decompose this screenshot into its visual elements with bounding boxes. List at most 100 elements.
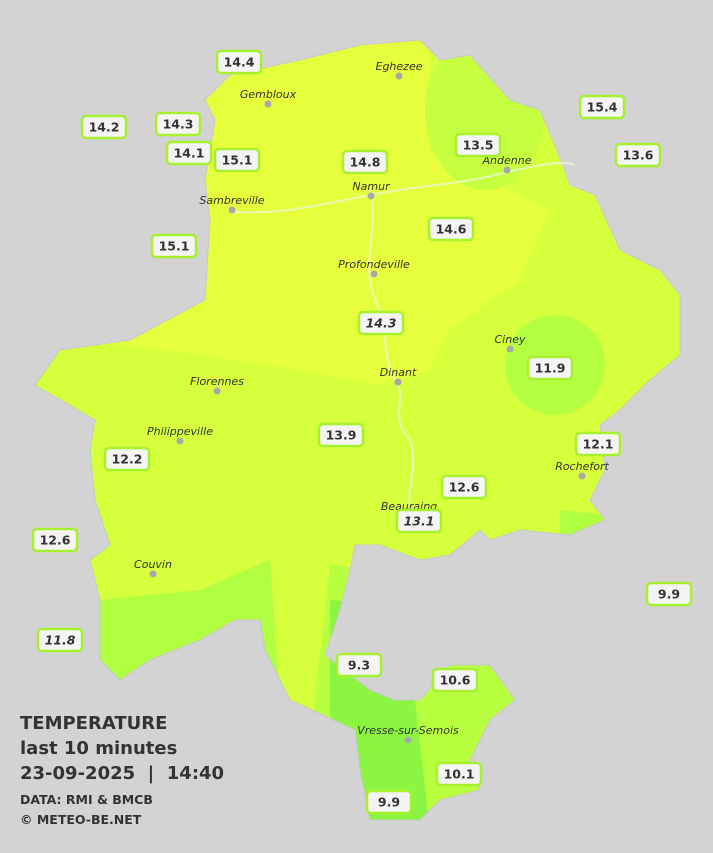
station: 12.1 [574,431,622,457]
station-box [526,355,574,381]
city-dot [213,387,221,395]
station-box [574,431,622,457]
city-name: Ciney [495,333,526,346]
station-box [165,140,213,166]
city-dot [404,736,412,744]
city-dot [370,270,378,278]
station: 12.2 [103,446,151,472]
station-box [435,761,483,787]
city-dot [506,345,514,353]
city-dot [228,206,236,214]
title-line: last 10 minutes [20,738,177,759]
station: 10.1 [435,761,483,787]
title-line: TEMPERATURE [20,713,167,734]
station-box [341,149,389,175]
station-value: 9.9 [658,587,680,602]
station-value: 14.4 [224,55,255,70]
station-box [36,627,84,653]
station: 14.8 [341,149,389,175]
city-name: Sambreville [199,194,264,207]
station-box [357,310,405,336]
station-value: 14.1 [174,146,205,161]
station: 13.9 [317,422,365,448]
credit: © METEO-BE.NET [20,812,142,827]
station-value: 12.6 [449,480,480,495]
station-box [395,508,443,534]
station-value: 11.8 [45,633,76,648]
river [231,162,576,214]
station-value: 12.6 [40,533,71,548]
city-name: Couvin [134,558,172,571]
station: 9.9 [365,789,413,815]
city-dot [503,166,511,174]
station: 14.3 [357,310,405,336]
station-value: 15.1 [222,153,253,168]
station-box [431,667,479,693]
station: 11.9 [526,355,574,381]
city-name: Vresse-sur-Semois [357,724,459,737]
city-dot [264,100,272,108]
station-box [440,474,488,500]
station-value: 14.6 [436,222,467,237]
station: 14.2 [80,114,128,140]
city-name: Namur [352,180,391,193]
station-box [80,114,128,140]
station-value: 9.9 [378,795,400,810]
city-name: Profondeville [338,258,410,271]
station-box [150,233,198,259]
station: 13.1 [395,508,443,534]
city-dot [395,72,403,80]
station-value: 11.9 [535,361,566,376]
station-box [614,142,662,168]
city-name: Rochefort [555,460,609,473]
station-box [154,111,202,137]
station-value: 15.1 [159,239,190,254]
city-dot [394,378,402,386]
station-value: 13.5 [463,138,494,153]
city-name: Florennes [190,375,244,388]
station-box [578,94,626,120]
station: 14.3 [154,111,202,137]
station-value: 12.1 [583,437,614,452]
city-dot [149,570,157,578]
station: 13.6 [614,142,662,168]
station: 14.4 [215,49,263,75]
station-value: 14.3 [163,117,194,132]
cities: EghezeeGemblouxAndenneNamurSambrevillePr… [134,60,609,744]
station: 15.4 [578,94,626,120]
station-box [365,789,413,815]
station-value: 14.2 [89,120,120,135]
station-box [31,527,79,553]
title-line: 23-09-2025 | 14:40 [20,763,224,784]
station: 14.1 [165,140,213,166]
station-value: 13.6 [623,148,654,163]
station-value: 13.9 [326,428,357,443]
city-dot [176,437,184,445]
city-dot [367,192,375,200]
station-box [213,147,261,173]
station: 15.1 [213,147,261,173]
stations: 14.4 14.2 14.3 14.1 15.1 14.8 13.5 15.4 13.6 15.1… [31,49,693,815]
station-box [317,422,365,448]
city-name: Gembloux [240,88,297,101]
station-box [335,652,383,678]
station: 10.6 [431,667,479,693]
station-box [103,446,151,472]
credit: DATA: RMI & BMCB [20,792,153,807]
station: 12.6 [440,474,488,500]
station-value: 13.1 [404,514,435,529]
station-value: 14.3 [366,316,397,331]
station-value: 9.3 [348,658,370,673]
city-name: Eghezee [376,60,423,73]
station-value: 10.1 [444,767,475,782]
city-dot [578,472,586,480]
station-box [427,216,475,242]
station: 9.9 [645,581,693,607]
city-name: Philippeville [147,425,213,438]
station-box [215,49,263,75]
station-value: 14.8 [350,155,381,170]
station: 9.3 [335,652,383,678]
station-value: 15.4 [587,100,618,115]
station: 14.6 [427,216,475,242]
